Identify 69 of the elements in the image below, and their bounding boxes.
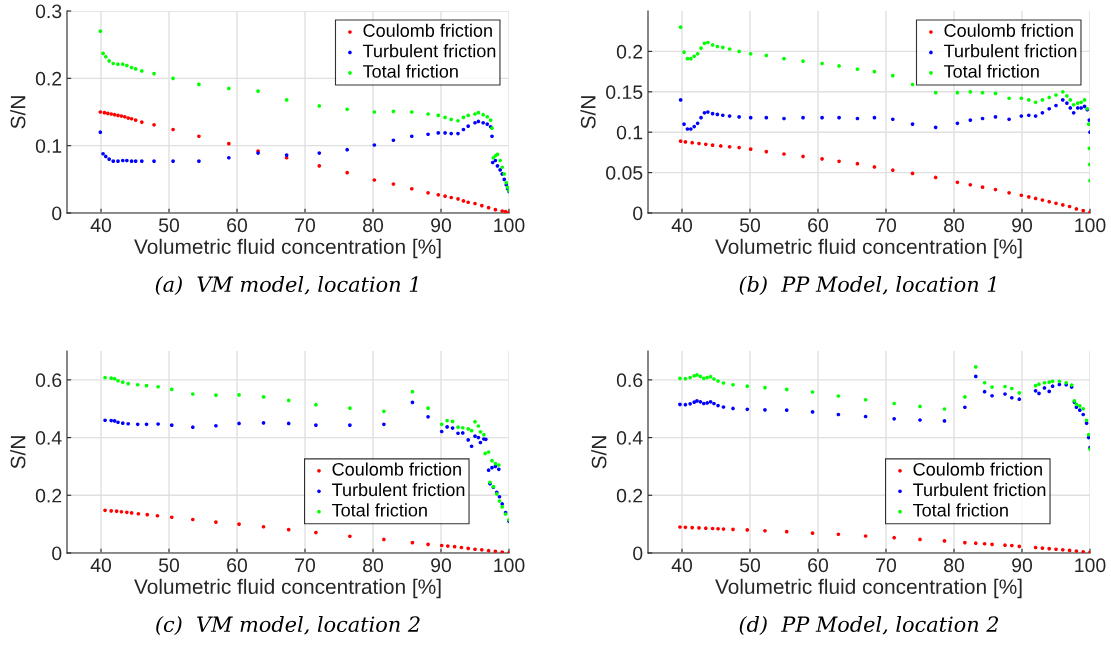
y-tick-label: 0.4 — [35, 431, 62, 445]
y-tick-label: 0.2 — [35, 488, 62, 503]
x-tick-label: 90 — [431, 218, 452, 233]
x-tick-label: 90 — [1012, 218, 1033, 233]
x-axis-title: Volumetric fluid concentration [%] — [715, 238, 1022, 259]
x-tick-label: 100 — [494, 218, 525, 233]
x-tick-label: 40 — [90, 218, 112, 233]
x-tick-label: 80 — [363, 558, 384, 573]
y-tick-label: 0.1 — [35, 139, 62, 153]
y-axis-title: S/N — [10, 96, 26, 129]
y-tick-label: 0 — [633, 546, 643, 561]
x-tick-label: 60 — [227, 558, 248, 573]
x-tick-label: 80 — [944, 558, 965, 573]
y-axis-title: S/N — [591, 436, 607, 469]
x-tick-label: 40 — [671, 218, 693, 233]
x-axis-title: Volumetric fluid concentration [%] — [134, 578, 441, 599]
y-tick-label: 0.2 — [616, 44, 643, 59]
x-tick-label: 60 — [808, 218, 829, 233]
text: (a) VM model, location 1 — [155, 275, 418, 295]
x-tick-label: 100 — [494, 558, 525, 573]
legend-label: Coulomb friction — [913, 462, 1042, 476]
x-tick-label: 90 — [431, 558, 452, 573]
y-tick-label: 0.6 — [616, 373, 643, 388]
legend-label: Total friction — [913, 503, 1008, 517]
y-tick-label: 0 — [633, 206, 643, 221]
legend-label: Coulomb friction — [944, 23, 1073, 37]
x-tick-label: 80 — [944, 218, 965, 233]
x-tick-label: 40 — [90, 558, 112, 573]
x-tick-label: 100 — [1075, 558, 1106, 573]
legend-label: Turbulent friction — [943, 44, 1077, 58]
y-tick-label: 0.2 — [616, 488, 643, 503]
x-tick-label: 100 — [1075, 218, 1106, 233]
x-tick-label: 70 — [876, 218, 897, 233]
y-tick-label: 0 — [52, 206, 62, 221]
y-tick-label: 0.6 — [35, 373, 62, 388]
y-tick-label: 0.3 — [35, 4, 62, 19]
x-tick-label: 60 — [227, 218, 248, 233]
x-tick-label: 50 — [158, 218, 180, 233]
text: (b) PP Model, location 1 — [739, 275, 996, 295]
y-tick-label: 0.1 — [616, 125, 643, 140]
y-tick-label: 0 — [52, 546, 62, 561]
y-axis-title: S/N — [10, 436, 26, 469]
x-tick-label: 40 — [671, 558, 693, 573]
x-tick-label: 70 — [295, 558, 316, 573]
legend-label: Total friction — [943, 64, 1039, 78]
y-axis-title: S/N — [580, 96, 596, 129]
legend-label: Coulomb friction — [363, 23, 492, 37]
text: (d) PP Model, location 2 — [739, 615, 999, 635]
legend-label: Coulomb friction — [332, 462, 461, 476]
x-tick-label: 50 — [158, 558, 180, 573]
x-tick-label: 60 — [808, 558, 829, 573]
text: (c) VM model, location 2 — [156, 615, 420, 635]
y-tick-label: 0.15 — [606, 85, 643, 100]
y-tick-label: 0.4 — [616, 431, 643, 445]
legend-label: Total friction — [362, 64, 458, 78]
x-axis-title: Volumetric fluid concentration [%] — [134, 238, 441, 259]
legend-label: Total friction — [332, 503, 427, 517]
y-tick-label: 0.2 — [35, 71, 62, 86]
y-tick-label: 0.05 — [606, 166, 643, 180]
x-tick-label: 70 — [876, 558, 897, 573]
x-tick-label: 90 — [1012, 558, 1033, 573]
x-tick-label: 50 — [739, 558, 761, 573]
x-tick-label: 50 — [739, 218, 761, 233]
legend-label: Turbulent friction — [913, 482, 1046, 497]
x-axis-title: Volumetric fluid concentration [%] — [715, 578, 1022, 599]
legend-label: Turbulent friction — [332, 482, 465, 497]
legend-label: Turbulent friction — [362, 44, 496, 58]
x-tick-label: 70 — [295, 218, 316, 233]
x-tick-label: 80 — [363, 218, 384, 233]
